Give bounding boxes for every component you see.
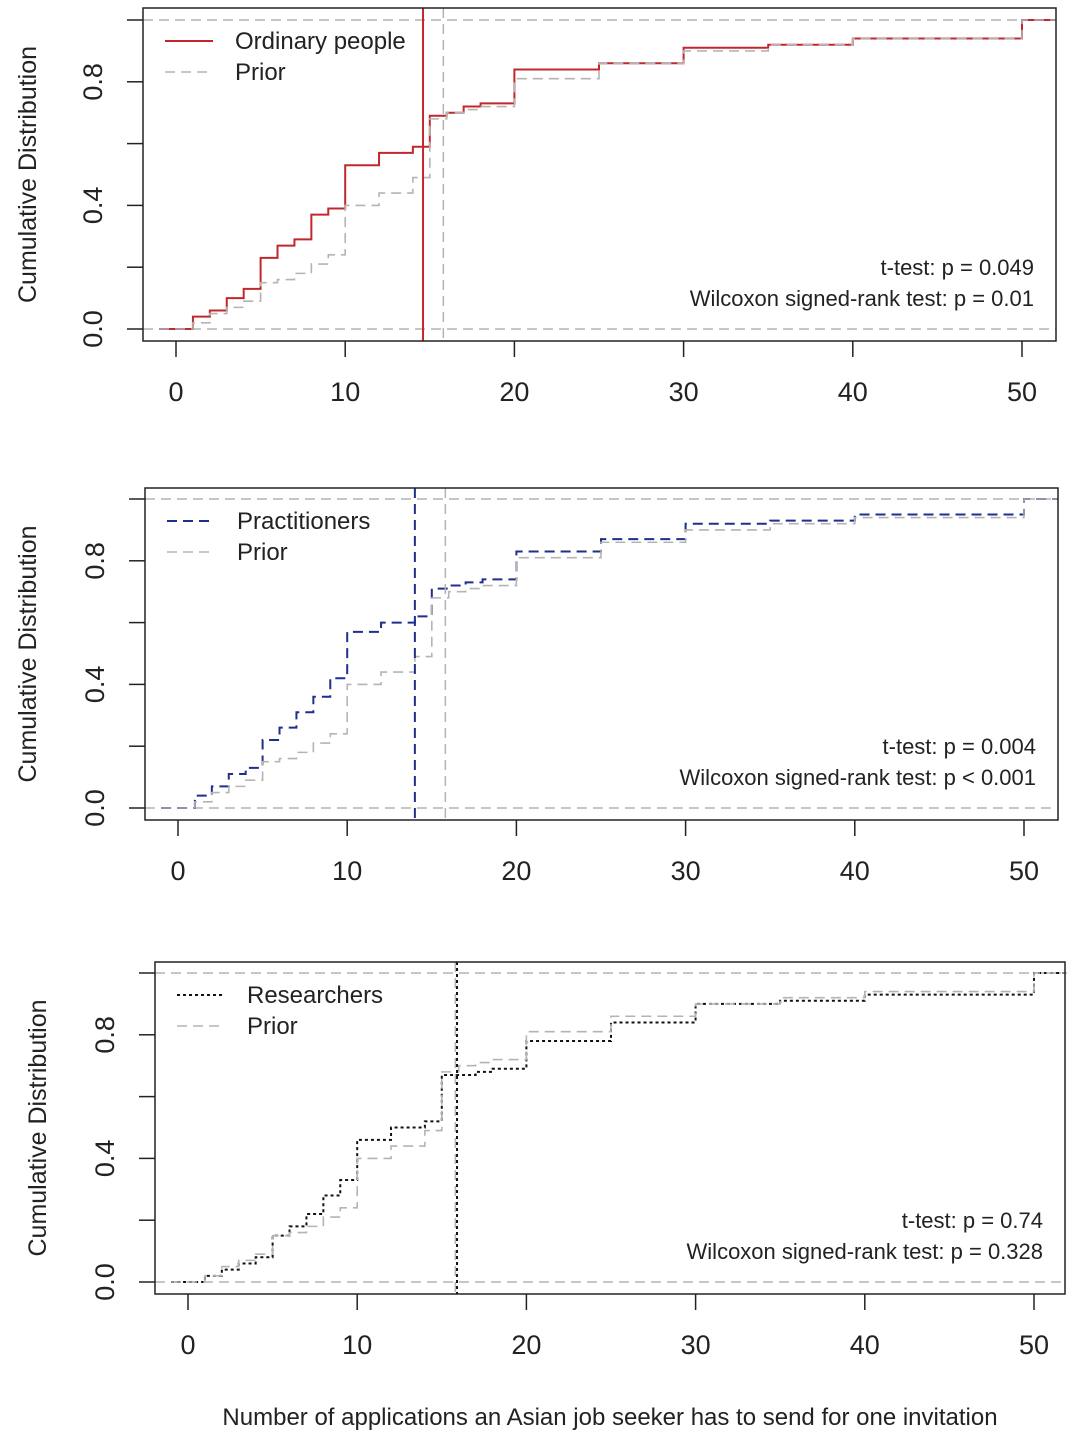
x-tick-label: 20 xyxy=(499,377,529,407)
y-tick-label: 0.4 xyxy=(78,187,108,225)
y-tick-label: 0.0 xyxy=(90,1263,120,1301)
stat-annotation: t-test: p = 0.049 xyxy=(881,255,1034,280)
stat-annotation: t-test: p = 0.004 xyxy=(883,734,1036,759)
x-tick-label: 0 xyxy=(170,856,185,886)
series-line-prior xyxy=(159,19,1056,330)
y-tick-label: 0.0 xyxy=(80,789,110,827)
legend-label: Prior xyxy=(237,539,288,566)
chart-panel-3: 0 10 20 30 40 50 0.0 0.4 0.8 Cumulative Distribut… xyxy=(24,961,1067,1360)
series-line-ordinary-people xyxy=(159,19,1056,330)
y-tick-label: 0.4 xyxy=(90,1140,120,1178)
legend: Researchers Prior xyxy=(177,982,383,1040)
plot-frame xyxy=(142,7,1057,342)
y-axis-label: Cumulative Distribution xyxy=(24,999,52,1256)
x-tick-label: 40 xyxy=(850,1330,880,1360)
stat-annotation: Wilcoxon signed-rank test: p = 0.328 xyxy=(687,1239,1043,1264)
series-line-researchers xyxy=(171,972,1067,1283)
x-tick-label: 20 xyxy=(511,1330,541,1360)
y-tick-label: 0.8 xyxy=(90,1016,120,1054)
y-tick-label: 0.8 xyxy=(78,63,108,101)
chart-panel-1: 0 10 20 30 40 50 0.0 0.4 0.8 Cumulative Distribut… xyxy=(14,7,1057,407)
x-tick-label: 20 xyxy=(501,856,531,886)
legend-label: Researchers xyxy=(247,982,383,1009)
series-line-practitioners xyxy=(161,498,1058,809)
legend-label: Ordinary people xyxy=(235,28,406,55)
y-tick-label: 0.4 xyxy=(80,666,110,704)
stat-annotation: Wilcoxon signed-rank test: p < 0.001 xyxy=(680,765,1036,790)
y-axis-label: Cumulative Distribution xyxy=(14,525,42,782)
x-tick-label: 0 xyxy=(168,377,183,407)
stat-annotation: Wilcoxon signed-rank test: p = 0.01 xyxy=(690,286,1034,311)
y-tick-label: 0.0 xyxy=(78,310,108,348)
legend: Ordinary people Prior xyxy=(165,28,406,86)
legend-label: Prior xyxy=(247,1013,298,1040)
x-tick-label: 10 xyxy=(330,377,360,407)
x-tick-label: 30 xyxy=(671,856,701,886)
x-tick-label: 30 xyxy=(669,377,699,407)
x-tick-label: 40 xyxy=(840,856,870,886)
series-line-prior xyxy=(171,972,1067,1283)
stat-annotation: t-test: p = 0.74 xyxy=(902,1208,1043,1233)
y-axis-label: Cumulative Distribution xyxy=(14,46,42,303)
x-tick-label: 50 xyxy=(1009,856,1039,886)
x-tick-label: 10 xyxy=(342,1330,372,1360)
legend: Practitioners Prior xyxy=(167,508,370,566)
x-tick-label: 0 xyxy=(180,1330,195,1360)
x-tick-label: 50 xyxy=(1019,1330,1049,1360)
x-tick-label: 10 xyxy=(332,856,362,886)
legend-label: Prior xyxy=(235,59,286,86)
x-tick-label: 40 xyxy=(838,377,868,407)
x-axis-label: Number of applications an Asian job seek… xyxy=(222,1404,997,1431)
x-tick-label: 50 xyxy=(1007,377,1037,407)
legend-label: Practitioners xyxy=(237,508,370,535)
y-tick-label: 0.8 xyxy=(80,542,110,580)
plot-frame xyxy=(144,487,1059,821)
plot-frame xyxy=(154,961,1066,1295)
series-line-prior xyxy=(161,498,1058,809)
x-tick-label: 30 xyxy=(681,1330,711,1360)
chart-panel-2: 0 10 20 30 40 50 0.0 0.4 0.8 Cumulative Distribut… xyxy=(14,487,1059,886)
